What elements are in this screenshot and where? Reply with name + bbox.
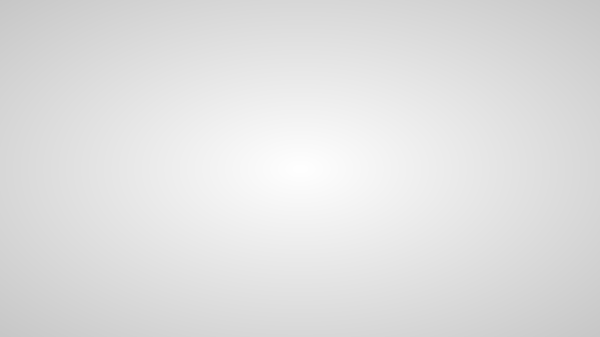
Text: 125: 125 — [49, 115, 86, 133]
Bar — [135, 134, 186, 277]
Title: Motorcycle Fatalities By Year: Motorcycle Fatalities By Year — [102, 17, 498, 45]
Bar — [228, 134, 279, 277]
Text: 103: 103 — [235, 145, 272, 163]
Text: 140: 140 — [421, 94, 458, 112]
Text: 137: 137 — [514, 98, 551, 116]
Text: 103: 103 — [142, 145, 179, 163]
Bar — [506, 87, 557, 277]
X-axis label: Year: Year — [283, 302, 317, 320]
Bar — [43, 104, 94, 277]
Bar — [321, 134, 372, 277]
Bar — [414, 83, 465, 277]
Text: 103: 103 — [328, 145, 365, 163]
